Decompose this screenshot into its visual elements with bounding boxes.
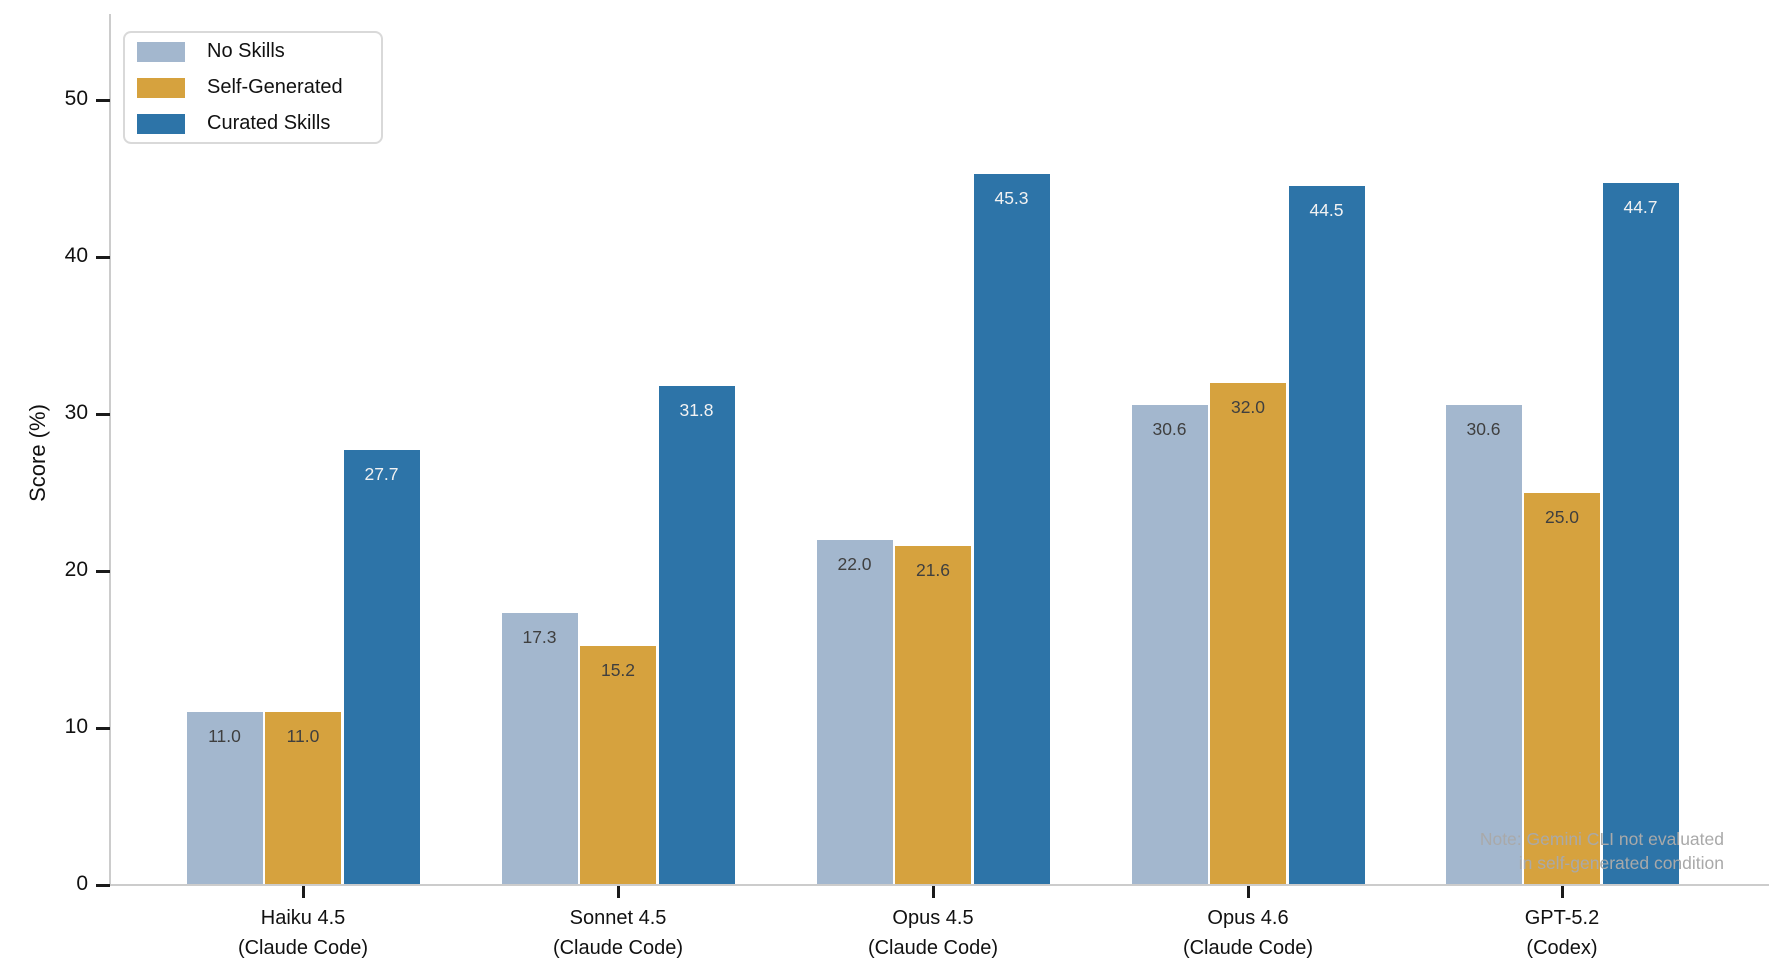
y-axis-title: Score (%) xyxy=(25,404,50,502)
bar-value-label: 45.3 xyxy=(994,187,1029,208)
legend-label-no-skills: No Skills xyxy=(207,40,285,62)
bar-no-skills: 30.6 xyxy=(1445,404,1522,885)
footnote-line-1: Note: Gemini CLI not evaluated xyxy=(1479,829,1724,849)
y-tick-label: 10 xyxy=(64,715,88,738)
bar-curated-skills: 31.8 xyxy=(658,385,735,885)
x-tick-mark xyxy=(931,886,935,898)
legend-label-curated-skills: Curated Skills xyxy=(207,112,331,134)
y-tick-label: 50 xyxy=(64,87,88,110)
legend-swatch-self-generated-icon xyxy=(137,77,185,98)
bar-curated-skills: 45.3 xyxy=(973,173,1050,885)
bar-value-label: 44.7 xyxy=(1623,197,1658,218)
x-tick-mark xyxy=(1560,886,1564,898)
x-tick-mark xyxy=(301,886,305,898)
bar-value-label: 44.5 xyxy=(1309,200,1344,221)
bar-value-label: 17.3 xyxy=(522,627,557,648)
bar-value-label: 11.0 xyxy=(208,726,241,747)
bar-value-label: 31.8 xyxy=(679,399,714,420)
bar-value-label: 22.0 xyxy=(837,553,872,574)
x-axis-line xyxy=(109,884,1769,886)
bar-value-label: 30.6 xyxy=(1152,418,1187,439)
y-tick-mark xyxy=(96,255,110,259)
bar-value-label: 32.0 xyxy=(1230,396,1266,417)
bar-curated-skills: 27.7 xyxy=(343,450,420,885)
bar-self-generated: 32.0 xyxy=(1210,382,1286,885)
bar-self-generated: 21.6 xyxy=(895,545,971,885)
y-tick-mark xyxy=(96,98,110,102)
bar-curated-skills: 44.7 xyxy=(1602,183,1679,885)
y-tick-label: 20 xyxy=(64,558,88,581)
legend-label-self-generated: Self-Generated xyxy=(207,76,343,98)
y-tick-label: 40 xyxy=(64,244,88,267)
x-tick-label: Opus 4.5 (Claude Code) xyxy=(867,907,999,959)
legend-swatch-no-skills-icon xyxy=(137,41,185,62)
bar-no-skills: 17.3 xyxy=(501,613,578,885)
bar-value-label: 21.6 xyxy=(915,559,951,580)
x-tick-mark xyxy=(1246,886,1250,898)
legend: No Skills Self-Generated Curated Skills xyxy=(123,31,383,144)
x-tick-label: Sonnet 4.5 (Claude Code) xyxy=(552,907,684,959)
y-tick-mark xyxy=(96,726,110,730)
footnote: Note: Gemini CLI not evaluated in self-g… xyxy=(1480,827,1724,875)
bar-self-generated: 11.0 xyxy=(265,712,341,885)
bar-self-generated: 15.2 xyxy=(580,646,656,885)
bar-value-label: 27.7 xyxy=(364,464,399,485)
bar-self-generated: 25.0 xyxy=(1524,492,1600,885)
y-tick-label: 30 xyxy=(64,401,88,424)
bar-value-label: 25.0 xyxy=(1544,506,1580,527)
x-tick-label: Opus 4.6 (Claude Code) xyxy=(1182,907,1314,959)
legend-swatch-curated-skills-icon xyxy=(137,113,185,134)
y-tick-label: 0 xyxy=(76,872,88,895)
legend-item-curated-skills: Curated Skills xyxy=(137,112,381,135)
y-tick-mark xyxy=(96,883,110,887)
y-tick-mark xyxy=(96,412,110,416)
legend-item-self-generated: Self-Generated xyxy=(137,76,381,99)
bar-value-label: 30.6 xyxy=(1466,418,1501,439)
x-tick-mark xyxy=(616,886,620,898)
bar-value-label: 15.2 xyxy=(600,660,636,681)
x-tick-label: GPT-5.2 (Codex) xyxy=(1524,907,1600,959)
footnote-line-2: in self-generated condition xyxy=(1518,853,1724,873)
bar-value-label: 11.0 xyxy=(286,726,320,747)
bar-no-skills: 22.0 xyxy=(816,539,893,885)
bar-curated-skills: 44.5 xyxy=(1288,186,1365,885)
x-tick-label: Haiku 4.5 (Claude Code) xyxy=(237,907,369,959)
y-tick-mark xyxy=(96,569,110,573)
bar-no-skills: 30.6 xyxy=(1131,404,1208,885)
y-axis-line xyxy=(109,14,111,886)
legend-item-no-skills: No Skills xyxy=(137,40,381,63)
bar-no-skills: 11.0 xyxy=(186,712,263,885)
